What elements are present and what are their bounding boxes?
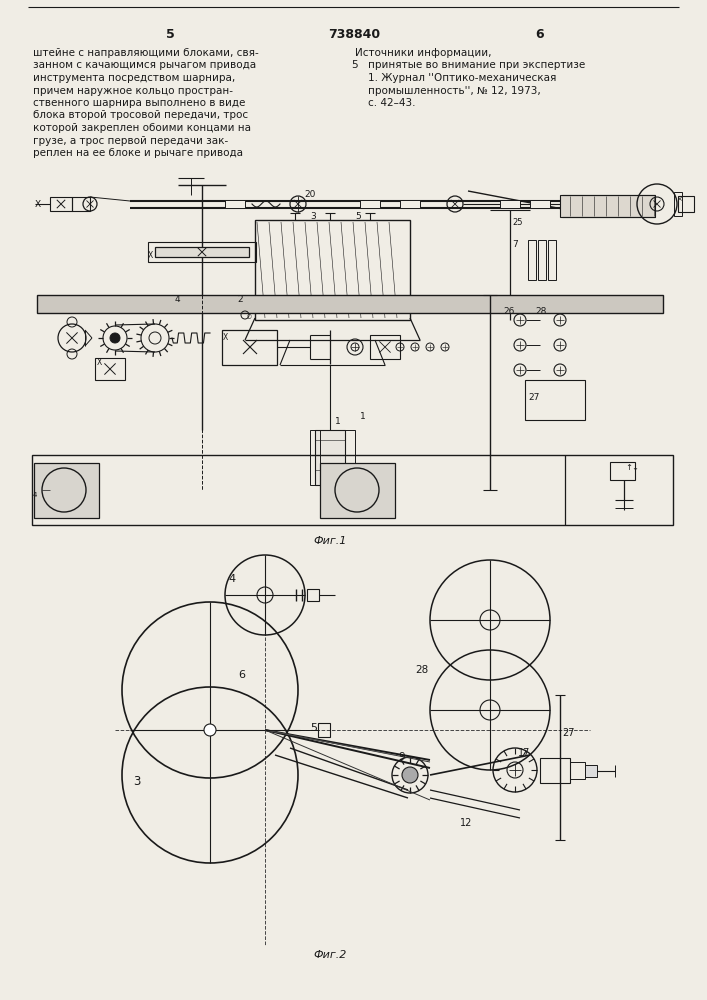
Text: которой закреплен обоими концами на: которой закреплен обоими концами на xyxy=(33,123,251,133)
Text: 2: 2 xyxy=(237,295,243,304)
Text: 4: 4 xyxy=(228,574,235,584)
Bar xyxy=(585,765,597,777)
Text: X: X xyxy=(97,358,103,367)
Bar xyxy=(345,430,355,485)
Text: 7: 7 xyxy=(512,240,518,249)
Text: 28: 28 xyxy=(415,665,428,675)
Bar xyxy=(370,335,400,359)
Bar xyxy=(674,192,682,216)
Bar xyxy=(678,196,694,212)
Bar xyxy=(528,240,536,280)
Text: ×: × xyxy=(676,196,682,202)
Text: ↑↓: ↑↓ xyxy=(625,463,639,472)
Text: X: X xyxy=(147,251,153,260)
Text: ○: ○ xyxy=(247,313,252,318)
Text: грузе, а трос первой передачи зак-: грузе, а трос первой передачи зак- xyxy=(33,135,228,145)
Text: промышленность'', № 12, 1973,: промышленность'', № 12, 1973, xyxy=(368,86,541,96)
Text: 17: 17 xyxy=(518,748,530,758)
Text: причем наружное кольцо простран-: причем наружное кольцо простран- xyxy=(33,86,233,96)
Text: с. 42–43.: с. 42–43. xyxy=(368,98,416,108)
Text: 26: 26 xyxy=(503,307,515,316)
Bar xyxy=(315,430,345,485)
Text: 3: 3 xyxy=(310,212,316,221)
Text: 5: 5 xyxy=(351,60,357,70)
Text: 12: 12 xyxy=(460,818,472,828)
Text: X: X xyxy=(223,333,228,342)
Text: 27: 27 xyxy=(562,728,575,738)
Bar xyxy=(570,762,585,779)
Text: 1. Журнал ''Оптико-механическая: 1. Журнал ''Оптико-механическая xyxy=(368,73,556,83)
Text: 25: 25 xyxy=(512,218,522,227)
Text: Источники информации,: Источники информации, xyxy=(355,48,491,58)
Bar xyxy=(255,220,410,320)
Bar xyxy=(400,200,420,208)
Text: 3: 3 xyxy=(133,775,141,788)
Bar xyxy=(610,462,635,480)
Text: принятые во внимание при экспертизе: принятые во внимание при экспертизе xyxy=(368,60,585,70)
Text: 1: 1 xyxy=(360,412,366,421)
Text: 6: 6 xyxy=(238,670,245,680)
Bar xyxy=(225,200,245,208)
Bar xyxy=(72,197,90,211)
Text: 9: 9 xyxy=(398,752,404,762)
Text: 4: 4 xyxy=(33,492,37,498)
Bar xyxy=(50,197,72,211)
Bar xyxy=(540,758,570,783)
Bar xyxy=(560,195,655,217)
Text: 4: 4 xyxy=(175,295,180,304)
Bar xyxy=(222,330,277,365)
Text: 5: 5 xyxy=(310,723,317,733)
Bar xyxy=(307,589,319,601)
Bar xyxy=(37,295,663,313)
Bar xyxy=(148,242,256,262)
Bar xyxy=(525,380,585,420)
Bar xyxy=(32,455,673,525)
Text: блока второй тросовой передачи, трос: блока второй тросовой передачи, трос xyxy=(33,110,248,120)
Text: 5: 5 xyxy=(355,212,361,221)
Bar xyxy=(530,200,550,208)
Bar xyxy=(310,430,320,485)
Circle shape xyxy=(402,767,418,783)
Bar xyxy=(95,358,125,380)
Text: штейне с направляющими блоками, свя-: штейне с направляющими блоками, свя- xyxy=(33,48,259,58)
Text: Фиг.1: Фиг.1 xyxy=(313,536,346,546)
Text: X: X xyxy=(35,200,41,209)
Text: 20: 20 xyxy=(304,190,316,199)
Text: 27: 27 xyxy=(528,393,539,402)
Text: реплен на ее блоке и рычаге привода: реплен на ее блоке и рычаге привода xyxy=(33,148,243,158)
Text: 1: 1 xyxy=(335,417,341,426)
Text: 5: 5 xyxy=(165,28,175,41)
Text: инструмента посредством шарнира,: инструмента посредством шарнира, xyxy=(33,73,235,83)
Circle shape xyxy=(110,333,120,343)
Bar xyxy=(548,240,556,280)
Text: 28: 28 xyxy=(535,307,547,316)
Text: Фиг.2: Фиг.2 xyxy=(313,950,346,960)
Text: ственного шарнира выполнено в виде: ственного шарнира выполнено в виде xyxy=(33,98,245,108)
Bar xyxy=(360,200,380,208)
Text: 6: 6 xyxy=(536,28,544,41)
Bar xyxy=(320,463,395,518)
Circle shape xyxy=(204,724,216,736)
Bar xyxy=(538,240,546,280)
Text: 738840: 738840 xyxy=(328,28,380,41)
Bar xyxy=(34,463,99,518)
Bar xyxy=(155,247,249,257)
Bar xyxy=(318,723,330,737)
Text: занном с качающимся рычагом привода: занном с качающимся рычагом привода xyxy=(33,60,256,70)
Bar xyxy=(500,200,520,208)
